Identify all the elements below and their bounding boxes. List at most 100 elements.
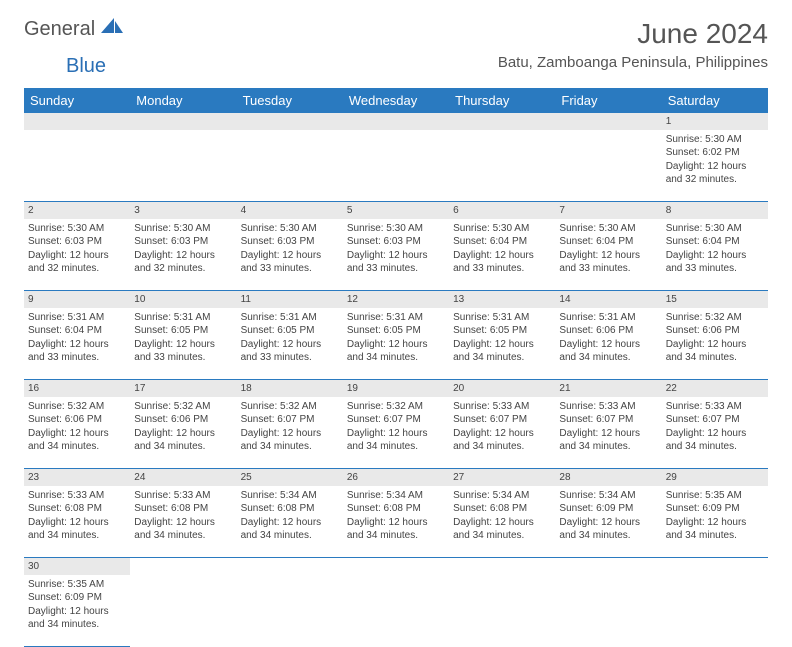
- day-content-cell: Sunrise: 5:31 AMSunset: 6:05 PMDaylight:…: [343, 308, 449, 380]
- sunrise-text: Sunrise: 5:34 AM: [241, 489, 339, 503]
- week-num-row: 23242526272829: [24, 469, 768, 486]
- day-content-cell: Sunrise: 5:32 AMSunset: 6:07 PMDaylight:…: [237, 397, 343, 469]
- sunrise-text: Sunrise: 5:32 AM: [666, 311, 764, 325]
- day-content-cell: [662, 575, 768, 647]
- day-content-cell: Sunrise: 5:30 AMSunset: 6:03 PMDaylight:…: [343, 219, 449, 291]
- day-content-cell: [237, 130, 343, 202]
- day-number-cell: 3: [130, 202, 236, 219]
- day-number-cell: 2: [24, 202, 130, 219]
- sunrise-text: Sunrise: 5:33 AM: [453, 400, 551, 414]
- col-tuesday: Tuesday: [237, 88, 343, 113]
- day-number-cell: [343, 558, 449, 575]
- daylight-text-2: and 34 minutes.: [28, 440, 126, 454]
- day-content-cell: Sunrise: 5:31 AMSunset: 6:06 PMDaylight:…: [555, 308, 661, 380]
- day-number-cell: 28: [555, 469, 661, 486]
- sunrise-text: Sunrise: 5:30 AM: [347, 222, 445, 236]
- col-monday: Monday: [130, 88, 236, 113]
- logo-text-general: General: [24, 18, 95, 41]
- daylight-text-2: and 34 minutes.: [28, 529, 126, 543]
- daylight-text-2: and 34 minutes.: [559, 351, 657, 365]
- sunset-text: Sunset: 6:09 PM: [559, 502, 657, 516]
- sunset-text: Sunset: 6:09 PM: [666, 502, 764, 516]
- col-saturday: Saturday: [662, 88, 768, 113]
- daylight-text-1: Daylight: 12 hours: [134, 249, 232, 263]
- week-content-row: Sunrise: 5:30 AMSunset: 6:03 PMDaylight:…: [24, 219, 768, 291]
- sunset-text: Sunset: 6:03 PM: [28, 235, 126, 249]
- daylight-text-1: Daylight: 12 hours: [241, 427, 339, 441]
- day-number-cell: 4: [237, 202, 343, 219]
- sunset-text: Sunset: 6:03 PM: [347, 235, 445, 249]
- sunset-text: Sunset: 6:09 PM: [28, 591, 126, 605]
- daylight-text-1: Daylight: 12 hours: [134, 338, 232, 352]
- logo-text-blue: Blue: [66, 55, 106, 77]
- day-content-cell: Sunrise: 5:32 AMSunset: 6:07 PMDaylight:…: [343, 397, 449, 469]
- sunset-text: Sunset: 6:05 PM: [134, 324, 232, 338]
- daylight-text-1: Daylight: 12 hours: [453, 516, 551, 530]
- daylight-text-1: Daylight: 12 hours: [28, 605, 126, 619]
- day-content-cell: Sunrise: 5:31 AMSunset: 6:05 PMDaylight:…: [449, 308, 555, 380]
- day-number-cell: [555, 113, 661, 130]
- day-content-cell: Sunrise: 5:31 AMSunset: 6:05 PMDaylight:…: [130, 308, 236, 380]
- day-number-cell: 26: [343, 469, 449, 486]
- daylight-text-1: Daylight: 12 hours: [241, 249, 339, 263]
- sunset-text: Sunset: 6:04 PM: [28, 324, 126, 338]
- sunrise-text: Sunrise: 5:32 AM: [134, 400, 232, 414]
- day-number-cell: 8: [662, 202, 768, 219]
- sunrise-text: Sunrise: 5:30 AM: [559, 222, 657, 236]
- sunset-text: Sunset: 6:07 PM: [559, 413, 657, 427]
- daylight-text-1: Daylight: 12 hours: [666, 516, 764, 530]
- day-content-cell: Sunrise: 5:35 AMSunset: 6:09 PMDaylight:…: [662, 486, 768, 558]
- col-wednesday: Wednesday: [343, 88, 449, 113]
- daylight-text-2: and 34 minutes.: [28, 618, 126, 632]
- daylight-text-1: Daylight: 12 hours: [453, 427, 551, 441]
- day-number-cell: 12: [343, 291, 449, 308]
- daylight-text-1: Daylight: 12 hours: [559, 427, 657, 441]
- day-content-cell: [130, 575, 236, 647]
- day-number-cell: 9: [24, 291, 130, 308]
- sunrise-text: Sunrise: 5:32 AM: [241, 400, 339, 414]
- week-content-row: Sunrise: 5:33 AMSunset: 6:08 PMDaylight:…: [24, 486, 768, 558]
- day-content-cell: Sunrise: 5:35 AMSunset: 6:09 PMDaylight:…: [24, 575, 130, 647]
- logo: General: [24, 18, 127, 41]
- sunrise-text: Sunrise: 5:32 AM: [28, 400, 126, 414]
- sunset-text: Sunset: 6:06 PM: [28, 413, 126, 427]
- daylight-text-1: Daylight: 12 hours: [347, 338, 445, 352]
- day-number-cell: 7: [555, 202, 661, 219]
- sunrise-text: Sunrise: 5:31 AM: [134, 311, 232, 325]
- sunrise-text: Sunrise: 5:30 AM: [28, 222, 126, 236]
- daylight-text-2: and 34 minutes.: [241, 440, 339, 454]
- daylight-text-1: Daylight: 12 hours: [134, 427, 232, 441]
- daylight-text-1: Daylight: 12 hours: [28, 516, 126, 530]
- sunrise-text: Sunrise: 5:35 AM: [28, 578, 126, 592]
- daylight-text-2: and 34 minutes.: [347, 529, 445, 543]
- daylight-text-1: Daylight: 12 hours: [134, 516, 232, 530]
- day-content-cell: Sunrise: 5:31 AMSunset: 6:05 PMDaylight:…: [237, 308, 343, 380]
- daylight-text-1: Daylight: 12 hours: [453, 249, 551, 263]
- day-number-cell: 25: [237, 469, 343, 486]
- daylight-text-2: and 33 minutes.: [134, 351, 232, 365]
- day-content-cell: Sunrise: 5:33 AMSunset: 6:07 PMDaylight:…: [555, 397, 661, 469]
- day-content-cell: Sunrise: 5:32 AMSunset: 6:06 PMDaylight:…: [662, 308, 768, 380]
- col-friday: Friday: [555, 88, 661, 113]
- daylight-text-2: and 34 minutes.: [559, 440, 657, 454]
- sunset-text: Sunset: 6:04 PM: [559, 235, 657, 249]
- day-content-cell: Sunrise: 5:33 AMSunset: 6:07 PMDaylight:…: [449, 397, 555, 469]
- day-number-cell: [237, 113, 343, 130]
- sunset-text: Sunset: 6:03 PM: [134, 235, 232, 249]
- day-number-cell: [24, 113, 130, 130]
- week-content-row: Sunrise: 5:35 AMSunset: 6:09 PMDaylight:…: [24, 575, 768, 647]
- sunset-text: Sunset: 6:07 PM: [347, 413, 445, 427]
- col-sunday: Sunday: [24, 88, 130, 113]
- day-header-row: Sunday Monday Tuesday Wednesday Thursday…: [24, 88, 768, 113]
- daylight-text-2: and 34 minutes.: [559, 529, 657, 543]
- day-content-cell: [343, 575, 449, 647]
- daylight-text-1: Daylight: 12 hours: [666, 249, 764, 263]
- daylight-text-1: Daylight: 12 hours: [666, 338, 764, 352]
- sunset-text: Sunset: 6:08 PM: [28, 502, 126, 516]
- sunset-text: Sunset: 6:05 PM: [241, 324, 339, 338]
- daylight-text-2: and 34 minutes.: [453, 351, 551, 365]
- daylight-text-1: Daylight: 12 hours: [28, 249, 126, 263]
- day-number-cell: 6: [449, 202, 555, 219]
- sunrise-text: Sunrise: 5:34 AM: [347, 489, 445, 503]
- day-number-cell: [555, 558, 661, 575]
